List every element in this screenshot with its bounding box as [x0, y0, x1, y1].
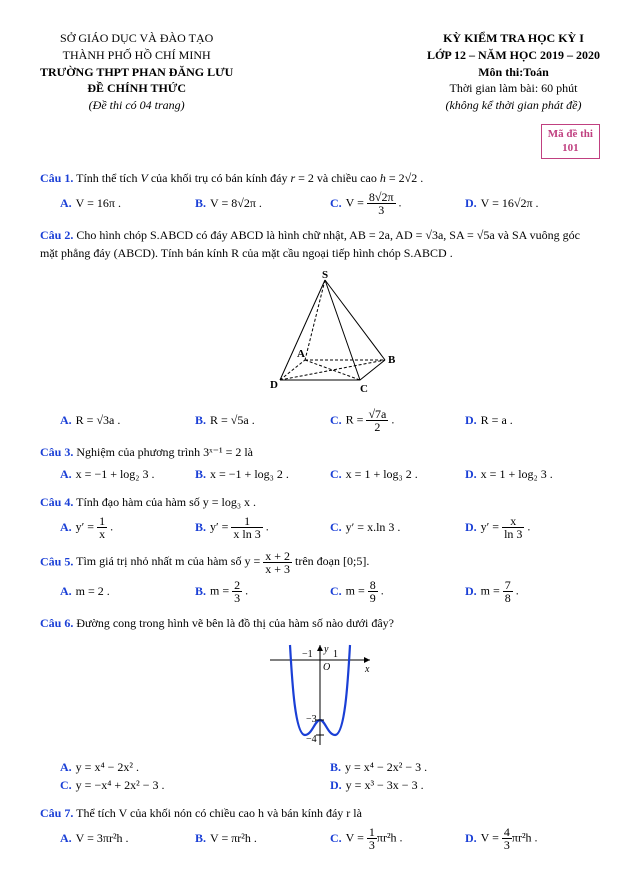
exam-title: KỲ KIỂM TRA HỌC KỲ I — [427, 30, 600, 47]
svg-text:C: C — [360, 383, 368, 395]
q4-choice-d: D.y′ = xln 3 . — [465, 515, 600, 540]
q5-choice-b: B.m = 23 . — [195, 579, 330, 604]
exam-code-value: 101 — [548, 141, 593, 155]
q6-choice-a: A.y = x⁴ − 2x² . — [60, 758, 330, 776]
header-left: SỞ GIÁO DỤC VÀ ĐÀO TẠO THÀNH PHỐ HỒ CHÍ … — [40, 30, 233, 114]
q7-choice-b: B.V = πr²h . — [195, 826, 330, 851]
q7-label: Câu 7. — [40, 806, 73, 820]
svg-text:−1: −1 — [302, 649, 313, 660]
q4-text: Tính đạo hàm của hàm số y = log₃ x . — [76, 495, 256, 509]
q5-choice-a: A.m = 2 . — [60, 579, 195, 604]
q5-choices: A.m = 2 . B.m = 23 . C.m = 89 . D.m = 78… — [60, 579, 600, 604]
svg-text:D: D — [270, 379, 278, 391]
q2-text: Cho hình chóp S.ABCD có đáy ABCD là hình… — [40, 228, 580, 260]
svg-text:B: B — [388, 354, 396, 366]
q7-choice-c: C.V = 13πr²h . — [330, 826, 465, 851]
q5-choice-d: D.m = 78 . — [465, 579, 600, 604]
q1-choice-d: D.V = 16√2π . — [465, 191, 600, 216]
dept-line: SỞ GIÁO DỤC VÀ ĐÀO TẠO — [40, 30, 233, 47]
exam-year: LỚP 12 – NĂM HỌC 2019 – 2020 — [427, 47, 600, 64]
q6-choice-c: C.y = −x⁴ + 2x² − 3 . — [60, 776, 330, 794]
q3-choice-a: A.x = −1 + log₂ 3 . — [60, 465, 195, 483]
q2-label: Câu 2. — [40, 228, 73, 242]
q2-choice-a: A.R = √3a . — [60, 408, 195, 433]
q7-choices: A.V = 3πr²h . B.V = πr²h . C.V = 13πr²h … — [60, 826, 600, 851]
header-right: KỲ KIỂM TRA HỌC KỲ I LỚP 12 – NĂM HỌC 20… — [427, 30, 600, 114]
q4-choice-a: A.y′ = 1x . — [60, 515, 195, 540]
q5-choice-c: C.m = 89 . — [330, 579, 465, 604]
q3-choice-d: D.x = 1 + log₂ 3 . — [465, 465, 600, 483]
q6-graph: −1 1 O x y −3 −4 — [40, 640, 600, 750]
school-line: TRƯỜNG THPT PHAN ĐĂNG LƯU — [40, 64, 233, 81]
svg-text:O: O — [323, 662, 330, 673]
q2-choices: A.R = √3a . B.R = √5a . C.R = √7a2 . D.R… — [60, 408, 600, 433]
q3-choice-b: B.x = −1 + log₃ 2 . — [195, 465, 330, 483]
q2-choice-b: B.R = √5a . — [195, 408, 330, 433]
q4-choices: A.y′ = 1x . B.y′ = 1x ln 3 . C.y′ = x.ln… — [60, 515, 600, 540]
q3-label: Câu 3. — [40, 445, 73, 459]
quartic-graph-svg: −1 1 O x y −3 −4 — [260, 640, 380, 750]
question-3: Câu 3. Nghiệm của phương trình 3ˣ⁻¹ = 2 … — [40, 443, 600, 483]
pyramid-svg: S A B C D — [230, 270, 410, 400]
q7-text: Thể tích V của khối nón có chiều cao h v… — [76, 806, 362, 820]
exam-code-box: Mã đề thi 101 — [541, 124, 600, 159]
q1-text: Tính thể tích V của khối trụ có bán kính… — [76, 171, 423, 185]
q4-choice-b: B.y′ = 1x ln 3 . — [195, 515, 330, 540]
q2-diagram: S A B C D — [40, 270, 600, 400]
svg-text:y: y — [323, 644, 329, 655]
q4-label: Câu 4. — [40, 495, 73, 509]
svg-text:x: x — [364, 664, 370, 675]
question-4: Câu 4. Tính đạo hàm của hàm số y = log₃ … — [40, 493, 600, 540]
q6-choice-b: B.y = x⁴ − 2x² − 3 . — [330, 758, 600, 776]
city-line: THÀNH PHỐ HỒ CHÍ MINH — [40, 47, 233, 64]
q3-choice-c: C.x = 1 + log₃ 2 . — [330, 465, 465, 483]
subject-line: Môn thi:Toán — [427, 64, 600, 81]
q1-choice-b: B.V = 8√2π . — [195, 191, 330, 216]
exam-code-label: Mã đề thi — [548, 127, 593, 141]
q1-choice-c: C.V = 8√2π3 . — [330, 191, 465, 216]
q6-text: Đường cong trong hình vẽ bên là đồ thị c… — [76, 616, 394, 630]
duration-line: Thời gian làm bài: 60 phút — [427, 80, 600, 97]
question-2: Câu 2. Cho hình chóp S.ABCD có đáy ABCD … — [40, 226, 600, 433]
q7-choice-d: D.V = 43πr²h . — [465, 826, 600, 851]
header: SỞ GIÁO DỤC VÀ ĐÀO TẠO THÀNH PHỐ HỒ CHÍ … — [40, 30, 600, 114]
pages-line: (Đề thi có 04 trang) — [40, 97, 233, 114]
q6-choices: A.y = x⁴ − 2x² . B.y = x⁴ − 2x² − 3 . C.… — [60, 758, 600, 794]
question-5: Câu 5. Tìm giá trị nhỏ nhất m của hàm số… — [40, 550, 600, 604]
q1-label: Câu 1. — [40, 171, 73, 185]
svg-text:1: 1 — [333, 649, 338, 660]
note-line: (không kể thời gian phát đề) — [427, 97, 600, 114]
question-6: Câu 6. Đường cong trong hình vẽ bên là đ… — [40, 614, 600, 794]
q6-choice-d: D.y = x³ − 3x − 3 . — [330, 776, 600, 794]
q1-choices: A.V = 16π . B.V = 8√2π . C.V = 8√2π3 . D… — [60, 191, 600, 216]
question-7: Câu 7. Thể tích V của khối nón có chiều … — [40, 804, 600, 851]
svg-text:−4: −4 — [306, 734, 317, 745]
q1-choice-a: A.V = 16π . — [60, 191, 195, 216]
svg-text:A: A — [297, 348, 305, 360]
svg-text:−3: −3 — [306, 714, 317, 725]
svg-text:S: S — [322, 270, 328, 281]
q7-choice-a: A.V = 3πr²h . — [60, 826, 195, 851]
q3-text: Nghiệm của phương trình 3ˣ⁻¹ = 2 là — [76, 445, 253, 459]
q4-choice-c: C.y′ = x.ln 3 . — [330, 515, 465, 540]
q5-label: Câu 5. — [40, 554, 73, 568]
q3-choices: A.x = −1 + log₂ 3 . B.x = −1 + log₃ 2 . … — [60, 465, 600, 483]
q5-text: Tìm giá trị nhỏ nhất m của hàm số y = x … — [76, 554, 369, 568]
official-line: ĐỀ CHÍNH THỨC — [40, 80, 233, 97]
q2-choice-c: C.R = √7a2 . — [330, 408, 465, 433]
q6-label: Câu 6. — [40, 616, 73, 630]
question-1: Câu 1. Tính thể tích V của khối trụ có b… — [40, 169, 600, 216]
q2-choice-d: D.R = a . — [465, 408, 600, 433]
